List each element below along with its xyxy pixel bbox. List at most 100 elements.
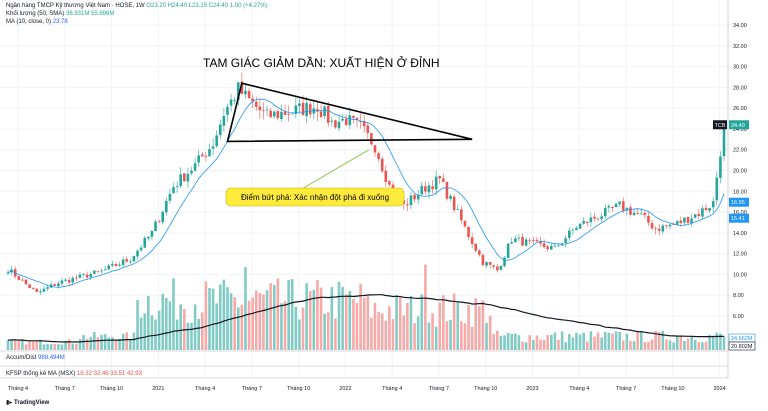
volume-bar bbox=[71, 343, 75, 350]
y-tick-label: 8.00 bbox=[733, 293, 744, 299]
volume-bar bbox=[265, 290, 269, 350]
candle-body bbox=[550, 245, 553, 250]
candle-body bbox=[575, 227, 578, 230]
candle-body bbox=[301, 102, 305, 116]
volume-bar bbox=[564, 342, 567, 350]
ohlc-values: O23.20 H24.40 L23.15 C24.40 1.00 (+4.27%… bbox=[146, 3, 268, 9]
volume-bar bbox=[348, 290, 352, 350]
volume-bar bbox=[654, 330, 657, 350]
candle-body bbox=[118, 264, 121, 266]
volume-bar bbox=[488, 315, 492, 350]
volume-bar bbox=[571, 337, 575, 350]
y-tick-label: 30.00 bbox=[733, 65, 747, 71]
candle-body bbox=[532, 240, 535, 242]
ma-line bbox=[7, 98, 725, 288]
volume-bar bbox=[190, 322, 193, 350]
volume-bar bbox=[193, 304, 197, 350]
volume-bar bbox=[244, 267, 247, 350]
candle-body bbox=[244, 90, 247, 95]
volume-bar bbox=[64, 341, 67, 350]
legend-ma-row[interactable]: MA (10, close, 0) 23.78 bbox=[6, 18, 268, 26]
accum-dist-legend[interactable]: Accum/Dist 988.494M bbox=[6, 354, 65, 362]
candle-body bbox=[136, 250, 139, 257]
volume-bar bbox=[355, 303, 359, 350]
volume-bar bbox=[395, 295, 398, 350]
candle-body bbox=[373, 145, 377, 153]
volume-bar bbox=[607, 332, 611, 350]
candle-body bbox=[478, 250, 481, 255]
candle-body bbox=[585, 221, 589, 223]
volume-bar bbox=[643, 342, 647, 350]
volume-bar bbox=[657, 331, 661, 350]
volume-bar bbox=[129, 339, 132, 350]
volume-bar bbox=[6, 340, 10, 350]
candle-body bbox=[53, 284, 57, 286]
candle-body bbox=[222, 116, 226, 126]
volume-bar bbox=[312, 289, 316, 350]
candle-body bbox=[147, 236, 150, 239]
volume-bar bbox=[661, 330, 665, 350]
volume-bar bbox=[100, 334, 103, 350]
volume-bar bbox=[715, 332, 719, 350]
accum-dist-value: 988.494M bbox=[38, 355, 65, 361]
candle-body bbox=[639, 213, 643, 215]
volume-bar bbox=[679, 335, 683, 350]
volume-bar bbox=[711, 336, 715, 350]
volume-bar bbox=[618, 331, 621, 350]
candle-body bbox=[262, 110, 265, 112]
volume-bar bbox=[139, 317, 143, 350]
candle-body bbox=[596, 218, 600, 220]
y-tick-label: 20.00 bbox=[733, 169, 747, 175]
volume-bar bbox=[496, 330, 499, 350]
volume-bar bbox=[229, 293, 233, 350]
candle-body bbox=[276, 111, 280, 119]
volume-bar bbox=[452, 293, 456, 350]
volume-bar bbox=[96, 337, 100, 350]
candlesticks bbox=[6, 72, 726, 295]
price-tag-value: 15.41 bbox=[731, 216, 745, 222]
price-tag-value: 24.40 bbox=[731, 123, 745, 129]
candle-body bbox=[298, 103, 301, 107]
volume-bar bbox=[478, 306, 481, 350]
volume-bar bbox=[514, 333, 517, 350]
volume-bars bbox=[6, 264, 726, 350]
legend-volume-row[interactable]: Khối lượng (50, SMA) 36.931M 55.996M bbox=[6, 10, 268, 18]
tradingview-logo[interactable]: ▮▸ TradingView bbox=[6, 399, 49, 406]
volume-bar bbox=[201, 312, 204, 350]
volume-bar bbox=[629, 340, 632, 350]
candle-body bbox=[686, 217, 690, 223]
volume-bar bbox=[21, 339, 24, 350]
candle-body bbox=[28, 284, 31, 289]
axes: 34.00 32.00 30.00 28.00 26.00 24.00 22.00 20.00… bbox=[0, 0, 756, 392]
candle-body bbox=[254, 101, 258, 107]
symbol-tag-box bbox=[713, 120, 727, 130]
kfsp-legend[interactable]: KFSP thống kê MA (MSX) 18.32 32.46 33.51… bbox=[6, 370, 142, 378]
candle-body bbox=[485, 262, 488, 266]
volume-bar bbox=[280, 303, 283, 350]
candle-body bbox=[679, 220, 683, 224]
candle-body bbox=[406, 204, 409, 206]
volume-bar bbox=[366, 296, 370, 350]
volume-bar bbox=[107, 337, 111, 350]
volume-bar bbox=[57, 344, 60, 350]
candle-body bbox=[75, 277, 78, 279]
candle-body bbox=[121, 259, 125, 265]
volume-bar bbox=[49, 344, 53, 350]
candle-body bbox=[388, 181, 391, 185]
candle-body bbox=[488, 262, 492, 265]
ma-value: 23.78 bbox=[52, 19, 68, 25]
volume-bar bbox=[294, 306, 298, 350]
volume-bar bbox=[424, 264, 427, 350]
candle-body bbox=[701, 208, 704, 217]
candle-body bbox=[341, 118, 344, 121]
volume-bar bbox=[614, 331, 618, 350]
y-tick-label: 22.00 bbox=[733, 148, 747, 154]
volume-bar bbox=[165, 297, 168, 350]
legend-title-row: Ngân hàng TMCP Kỹ thương Việt Nam · HOSE… bbox=[6, 2, 268, 10]
y-tick-label: 24.00 bbox=[733, 127, 747, 133]
candle-body bbox=[632, 212, 636, 216]
candle-body bbox=[528, 239, 531, 241]
overlays: TAM GIÁC GIẢM DẦN: XUẤT HIỆN Ở ĐỈNH Điểm … bbox=[7, 55, 725, 288]
volume-bar bbox=[157, 310, 161, 350]
candle-body bbox=[578, 223, 582, 229]
